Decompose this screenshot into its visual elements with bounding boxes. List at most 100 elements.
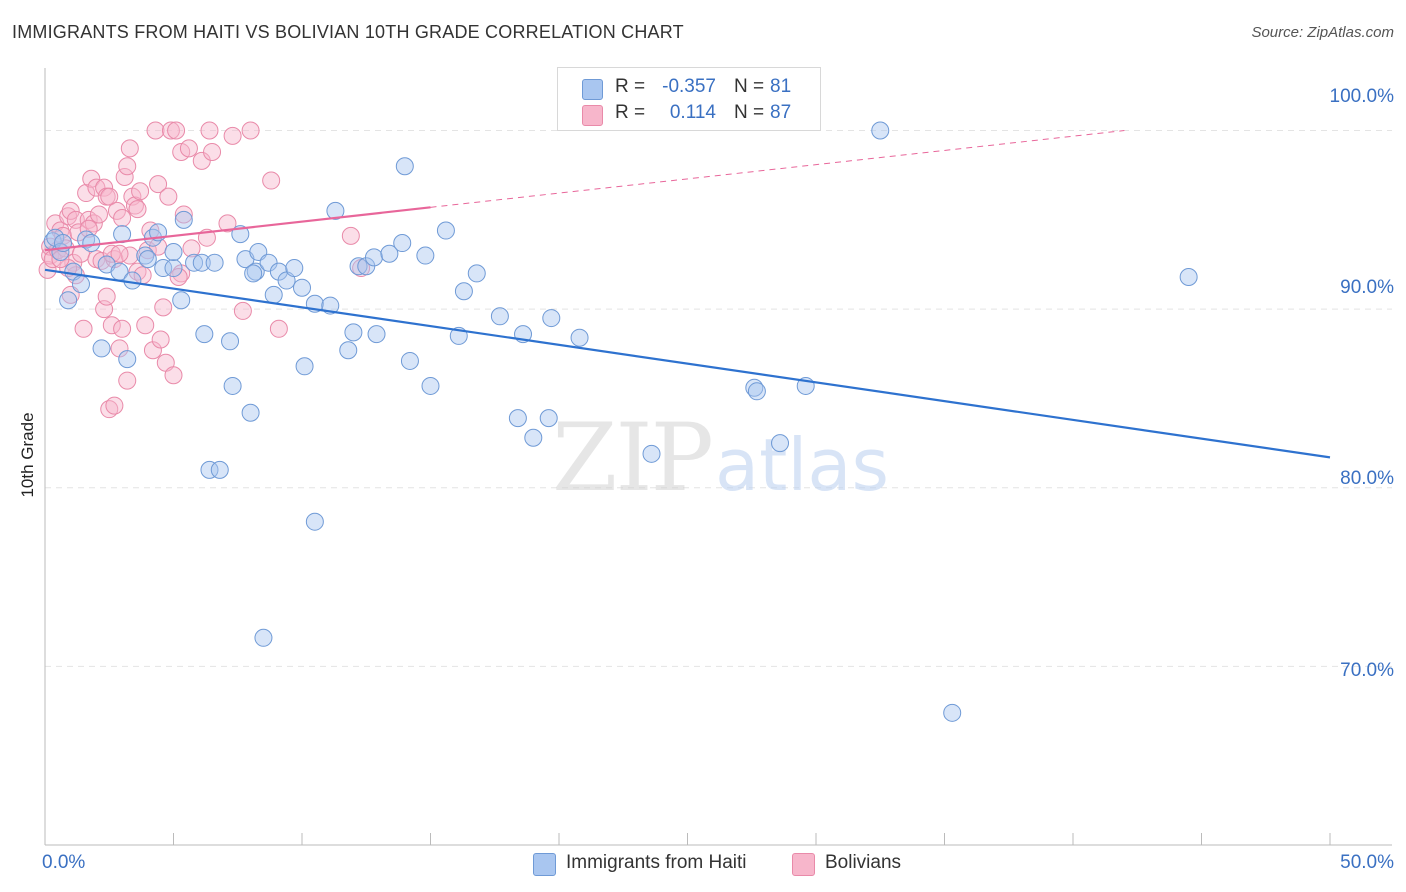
- bolivians-point: [43, 250, 62, 269]
- legend-swatch-haiti: [582, 79, 603, 100]
- haiti-point: [943, 703, 962, 722]
- haiti-point: [570, 328, 589, 347]
- haiti-point: [59, 291, 78, 310]
- haiti-point: [380, 244, 399, 263]
- haiti-point: [192, 253, 211, 272]
- haiti-point: [642, 444, 661, 463]
- legend-r-label: R =: [615, 102, 646, 123]
- legend-n-label: N =: [734, 76, 765, 97]
- bolivians-point: [128, 200, 147, 219]
- chart-title: IMMIGRANTS FROM HAITI VS BOLIVIAN 10TH G…: [12, 22, 684, 42]
- haiti-trend-line: [44, 268, 1331, 459]
- legend-row-bolivians: R = 0.114 N = 87: [558, 101, 820, 127]
- bolivians-point: [151, 330, 170, 349]
- bolivians-point: [51, 250, 70, 269]
- haiti-point: [71, 275, 90, 294]
- x-tick-label-0: 0.0%: [42, 852, 86, 873]
- bolivians-point: [84, 214, 103, 233]
- legend-n-label: N =: [734, 102, 765, 123]
- haiti-point: [416, 246, 435, 265]
- bolivians-point: [233, 301, 252, 320]
- bolivians-point: [97, 287, 116, 306]
- haiti-point: [174, 210, 193, 229]
- haiti-point: [367, 325, 386, 344]
- bottom-legend-label-bolivians: Bolivians: [825, 852, 902, 873]
- haiti-point: [395, 157, 414, 176]
- haiti-point: [221, 332, 240, 351]
- bolivians-point: [182, 239, 201, 258]
- haiti-point: [246, 262, 265, 281]
- haiti-point: [138, 250, 157, 269]
- haiti-point: [136, 246, 155, 265]
- bolivians-point: [120, 139, 139, 158]
- haiti-point: [524, 428, 543, 447]
- gridlines: [45, 130, 1392, 667]
- haiti-point: [205, 253, 224, 272]
- haiti-point: [185, 253, 204, 272]
- bolivians-point: [77, 184, 96, 203]
- bolivians-point: [161, 121, 180, 140]
- bolivians-point: [269, 319, 288, 338]
- bolivians-trend-line: [44, 206, 431, 252]
- stats-legend: R = -0.357 N = 81 R = 0.114 N = 87: [557, 67, 821, 131]
- haiti-point: [244, 264, 263, 283]
- haiti-point: [295, 357, 314, 376]
- bolivians-point: [203, 142, 222, 161]
- bolivians-point: [89, 205, 108, 224]
- bolivians-point: [154, 298, 173, 317]
- bolivians-point: [218, 214, 237, 233]
- haiti-point: [364, 248, 383, 267]
- bolivians-trend-extension: [430, 130, 1125, 208]
- haiti-point: [118, 350, 137, 369]
- watermark-zip: ZIP: [552, 404, 712, 513]
- bolivians-point: [179, 139, 198, 158]
- haiti-point: [259, 253, 278, 272]
- haiti-point: [539, 409, 558, 428]
- watermark-atlas: atlas: [715, 423, 889, 507]
- haiti-point: [200, 460, 219, 479]
- trend-lines: [44, 130, 1331, 459]
- bolivians-point: [136, 316, 155, 335]
- legend-r-label: R =: [615, 76, 646, 97]
- bolivians-point: [118, 157, 137, 176]
- haiti-point: [400, 351, 419, 370]
- haiti-point: [164, 259, 183, 278]
- bolivians-point: [223, 126, 242, 145]
- bolivians-point: [61, 201, 80, 220]
- haiti-point: [77, 230, 96, 249]
- haiti-point: [421, 376, 440, 395]
- haiti-point: [393, 234, 412, 253]
- x-tick-label-50: 50.0%: [1340, 852, 1394, 873]
- haiti-point: [164, 242, 183, 261]
- bolivians-point: [113, 209, 132, 228]
- bolivians-point: [131, 182, 150, 201]
- haiti-point: [82, 234, 101, 253]
- bolivians-point: [128, 262, 147, 281]
- haiti-point: [871, 121, 890, 140]
- bolivians-point: [102, 244, 121, 263]
- legend-n-value: 81: [770, 76, 792, 97]
- bolivians-point: [164, 366, 183, 385]
- bolivians-point: [69, 223, 88, 242]
- haiti-point: [349, 257, 368, 276]
- legend-r-value: 0.114: [669, 102, 716, 123]
- bottom-legend-label-haiti: Immigrants from Haiti: [566, 852, 747, 873]
- bolivians-point: [159, 187, 178, 206]
- haiti-point: [542, 309, 561, 328]
- bolivians-point: [241, 121, 260, 140]
- bolivians-point: [174, 205, 193, 224]
- y-tick-label-100: 100.0%: [1329, 86, 1394, 107]
- y-tick-label-70: 70.0%: [1340, 660, 1394, 681]
- bolivians-point: [192, 151, 211, 170]
- haiti-point: [436, 221, 455, 240]
- haiti-point: [293, 278, 311, 297]
- legend-r-value: -0.357: [662, 76, 716, 97]
- bolivians-point: [200, 121, 219, 140]
- bolivians-point: [74, 319, 93, 338]
- bolivians-point: [100, 187, 119, 206]
- bolivians-point: [87, 178, 106, 197]
- haiti-point: [123, 271, 142, 290]
- haiti-point: [172, 291, 191, 310]
- bottom-legend-swatch-haiti: [533, 853, 556, 876]
- bolivians-point: [341, 226, 360, 245]
